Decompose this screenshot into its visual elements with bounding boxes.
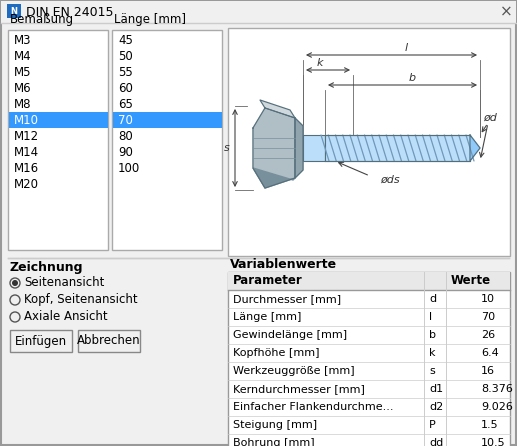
Text: M4: M4	[14, 50, 32, 62]
Text: M8: M8	[14, 98, 32, 111]
Circle shape	[12, 280, 18, 286]
Text: dd: dd	[429, 438, 443, 446]
Text: Einfacher Flankendurchme...: Einfacher Flankendurchme...	[233, 402, 393, 412]
Text: Kopfhöhe [mm]: Kopfhöhe [mm]	[233, 348, 320, 358]
Text: ×: ×	[499, 4, 512, 20]
Text: M3: M3	[14, 33, 32, 46]
Text: M20: M20	[14, 178, 39, 190]
Text: Zeichnung: Zeichnung	[10, 261, 84, 274]
Text: 26: 26	[481, 330, 495, 340]
Text: 70: 70	[481, 312, 495, 322]
Text: Gewindelänge [mm]: Gewindelänge [mm]	[233, 330, 347, 340]
Text: 60: 60	[118, 82, 133, 95]
Text: k: k	[429, 348, 435, 358]
FancyBboxPatch shape	[228, 272, 510, 446]
Polygon shape	[295, 118, 303, 178]
Text: 10.5: 10.5	[481, 438, 506, 446]
Text: 6.4: 6.4	[481, 348, 499, 358]
Text: Axiale Ansicht: Axiale Ansicht	[24, 310, 108, 323]
FancyBboxPatch shape	[1, 1, 516, 23]
Text: b: b	[409, 73, 416, 83]
FancyBboxPatch shape	[78, 330, 140, 352]
Text: 90: 90	[118, 145, 133, 158]
FancyBboxPatch shape	[228, 272, 510, 290]
Text: Durchmesser [mm]: Durchmesser [mm]	[233, 294, 341, 304]
Text: 70: 70	[118, 113, 133, 127]
Text: P: P	[429, 420, 436, 430]
Text: DIN EN 24015: DIN EN 24015	[26, 5, 114, 18]
FancyBboxPatch shape	[10, 330, 72, 352]
Text: Länge [mm]: Länge [mm]	[114, 13, 186, 26]
FancyBboxPatch shape	[9, 112, 108, 128]
Text: Seitenansicht: Seitenansicht	[24, 277, 104, 289]
Text: M5: M5	[14, 66, 32, 78]
Text: Abbrechen: Abbrechen	[77, 334, 141, 347]
Polygon shape	[470, 135, 480, 161]
Polygon shape	[253, 168, 295, 188]
Text: k: k	[317, 58, 323, 68]
Text: 55: 55	[118, 66, 133, 78]
Text: 1.5: 1.5	[481, 420, 498, 430]
Polygon shape	[260, 100, 295, 118]
Text: 100: 100	[118, 161, 140, 174]
Text: b: b	[429, 330, 436, 340]
Text: d2: d2	[429, 402, 443, 412]
Text: l: l	[405, 43, 408, 53]
Text: l: l	[429, 312, 432, 322]
Text: Steigung [mm]: Steigung [mm]	[233, 420, 317, 430]
Text: 80: 80	[118, 129, 133, 143]
Text: Werte: Werte	[451, 274, 491, 288]
Text: Bohrung [mm]: Bohrung [mm]	[233, 438, 315, 446]
Text: Variablenwerte: Variablenwerte	[230, 257, 337, 271]
Text: Werkzeuggröße [mm]: Werkzeuggröße [mm]	[233, 366, 355, 376]
FancyBboxPatch shape	[113, 112, 222, 128]
FancyBboxPatch shape	[7, 4, 21, 18]
Text: øds: øds	[380, 175, 400, 185]
Text: Kerndurchmesser [mm]: Kerndurchmesser [mm]	[233, 384, 365, 394]
Text: N: N	[10, 7, 18, 16]
Text: 16: 16	[481, 366, 495, 376]
FancyBboxPatch shape	[228, 28, 510, 256]
Text: M6: M6	[14, 82, 32, 95]
Text: s: s	[429, 366, 435, 376]
Text: 50: 50	[118, 50, 133, 62]
Text: 10: 10	[481, 294, 495, 304]
FancyBboxPatch shape	[303, 135, 325, 161]
FancyBboxPatch shape	[325, 135, 470, 161]
Text: s: s	[224, 143, 230, 153]
Polygon shape	[253, 108, 295, 188]
Text: 65: 65	[118, 98, 133, 111]
Text: 45: 45	[118, 33, 133, 46]
Text: ød: ød	[483, 113, 497, 123]
Text: Bemaßung: Bemaßung	[10, 13, 74, 26]
Text: 8.376: 8.376	[481, 384, 513, 394]
Text: d: d	[429, 294, 436, 304]
FancyBboxPatch shape	[112, 30, 222, 250]
Text: M12: M12	[14, 129, 39, 143]
Text: M10: M10	[14, 113, 39, 127]
FancyBboxPatch shape	[8, 30, 108, 250]
Text: M14: M14	[14, 145, 39, 158]
Text: d1: d1	[429, 384, 443, 394]
Text: Einfügen: Einfügen	[15, 334, 67, 347]
Text: Kopf, Seitenansicht: Kopf, Seitenansicht	[24, 293, 138, 306]
Text: Länge [mm]: Länge [mm]	[233, 312, 301, 322]
Text: Parameter: Parameter	[233, 274, 303, 288]
Text: M16: M16	[14, 161, 39, 174]
Text: 9.026: 9.026	[481, 402, 513, 412]
